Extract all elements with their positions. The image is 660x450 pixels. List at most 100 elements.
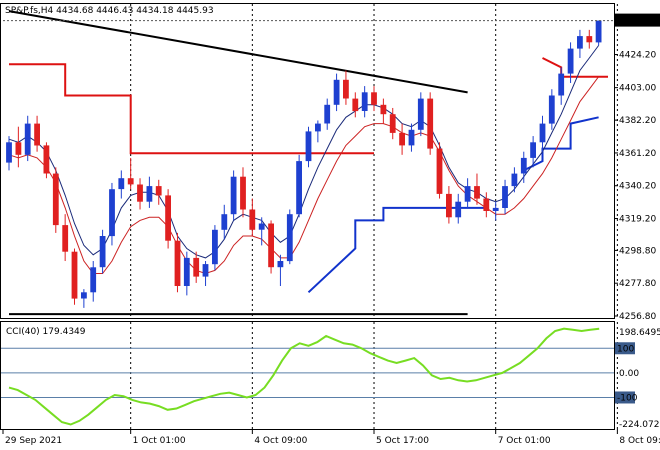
candle-body-34 bbox=[324, 104, 331, 124]
candle-51 bbox=[483, 192, 490, 218]
cci-level-box-0 bbox=[615, 342, 635, 355]
support-red-1 bbox=[542, 57, 608, 78]
candle-body-35 bbox=[333, 79, 340, 105]
candle-24 bbox=[230, 170, 237, 221]
candle-39 bbox=[371, 86, 377, 112]
candle-body-53 bbox=[502, 186, 508, 208]
candle-6 bbox=[62, 214, 69, 262]
candle-body-54 bbox=[511, 173, 518, 187]
candle-body-15 bbox=[146, 186, 153, 202]
candle-body-58 bbox=[548, 95, 555, 124]
candle-61 bbox=[577, 29, 583, 58]
candle-14 bbox=[137, 178, 143, 210]
candle-body-60 bbox=[567, 48, 574, 74]
candle-body-18 bbox=[174, 240, 181, 286]
candle-10 bbox=[99, 229, 106, 274]
candle-23 bbox=[221, 204, 228, 240]
candle-body-40 bbox=[380, 104, 387, 115]
candle-body-49 bbox=[464, 186, 471, 202]
candle-54 bbox=[511, 167, 518, 193]
candle-16 bbox=[155, 179, 162, 205]
candle-44 bbox=[417, 92, 424, 137]
candle-32 bbox=[305, 126, 312, 168]
support-lines bbox=[9, 57, 608, 294]
candle-body-0 bbox=[6, 142, 12, 163]
candle-body-23 bbox=[221, 214, 228, 230]
candle-body-39 bbox=[371, 92, 377, 105]
candle-body-47 bbox=[446, 193, 452, 218]
candle-body-2 bbox=[24, 123, 31, 155]
candle-body-24 bbox=[230, 176, 237, 215]
candle-42 bbox=[399, 123, 405, 155]
ytick-label-9: 4256.80 bbox=[619, 312, 656, 322]
candle-body-62 bbox=[586, 36, 593, 43]
candle-1 bbox=[15, 126, 22, 168]
candle-33 bbox=[315, 120, 321, 143]
ytick-label-7: 4298.80 bbox=[619, 246, 656, 256]
time-axis: 29 Sep 2021 1 Oct 01:00 4 Oct 09:00 5 Oct 1… bbox=[2, 429, 660, 446]
candle-28 bbox=[268, 220, 274, 274]
candle-body-1 bbox=[15, 142, 22, 155]
candle-body-59 bbox=[558, 73, 565, 96]
candle-43 bbox=[408, 123, 415, 152]
xtick-label-0: 29 Sep 2021 bbox=[5, 436, 62, 446]
ytick-label-1: 4424.20 bbox=[619, 51, 656, 61]
candle-31 bbox=[296, 154, 302, 218]
candle-9 bbox=[90, 261, 97, 302]
candle-body-63 bbox=[595, 20, 602, 43]
candle-13 bbox=[127, 157, 134, 190]
candle-body-12 bbox=[118, 178, 125, 190]
cci-series-line bbox=[8, 327, 600, 426]
candle-63 bbox=[595, 20, 602, 46]
candle-body-21 bbox=[202, 264, 209, 277]
ytick-label-0: 4445.93 bbox=[619, 17, 656, 27]
candle-body-10 bbox=[99, 236, 106, 268]
candle-body-51 bbox=[483, 198, 490, 211]
candle-body-30 bbox=[286, 214, 293, 262]
candle-29 bbox=[277, 254, 284, 287]
candle-body-32 bbox=[305, 131, 312, 162]
xtick-label-1: 1 Oct 01:00 bbox=[133, 436, 186, 446]
support-red-0 bbox=[9, 63, 374, 155]
ytick-label-8: 4277.80 bbox=[619, 279, 656, 289]
ytick-label-6: 4319.20 bbox=[619, 215, 656, 225]
candle-body-22 bbox=[212, 229, 218, 265]
candle-30 bbox=[286, 209, 293, 265]
candle-56 bbox=[530, 136, 536, 168]
candle-body-27 bbox=[258, 223, 265, 230]
candle-body-16 bbox=[155, 186, 162, 196]
candle-4 bbox=[43, 142, 50, 179]
candle-48 bbox=[455, 193, 462, 224]
candle-12 bbox=[118, 170, 125, 199]
candle-body-20 bbox=[193, 257, 200, 277]
cci-level-label-1: 0.00 bbox=[619, 369, 639, 379]
candle-body-44 bbox=[417, 98, 424, 130]
candle-22 bbox=[212, 225, 218, 271]
candle-body-61 bbox=[577, 36, 583, 49]
candle-body-48 bbox=[455, 201, 462, 218]
price-axis: 4445.93 4424.20 4403.00 4382.20 4361.20 4340.… bbox=[614, 13, 660, 322]
candle-body-33 bbox=[315, 123, 321, 132]
current-price-box bbox=[615, 13, 660, 27]
candle-46 bbox=[436, 142, 443, 199]
trendline-0 bbox=[8, 10, 468, 94]
candle-21 bbox=[202, 261, 209, 287]
candle-58 bbox=[548, 89, 555, 130]
candle-body-13 bbox=[127, 178, 134, 185]
cci-line bbox=[8, 327, 600, 426]
candle-38 bbox=[361, 86, 368, 118]
candle-59 bbox=[558, 67, 565, 105]
ma-slow-line bbox=[8, 76, 600, 275]
candle-body-14 bbox=[137, 184, 143, 202]
candlesticks bbox=[3, 20, 614, 308]
candle-53 bbox=[502, 179, 508, 215]
moving-averages bbox=[8, 45, 600, 275]
candle-body-38 bbox=[361, 92, 368, 111]
candle-body-3 bbox=[34, 123, 40, 146]
candle-41 bbox=[389, 107, 396, 140]
candle-49 bbox=[464, 178, 471, 208]
candle-2 bbox=[24, 115, 31, 162]
xtick-label-3: 5 Oct 17:00 bbox=[376, 436, 429, 446]
